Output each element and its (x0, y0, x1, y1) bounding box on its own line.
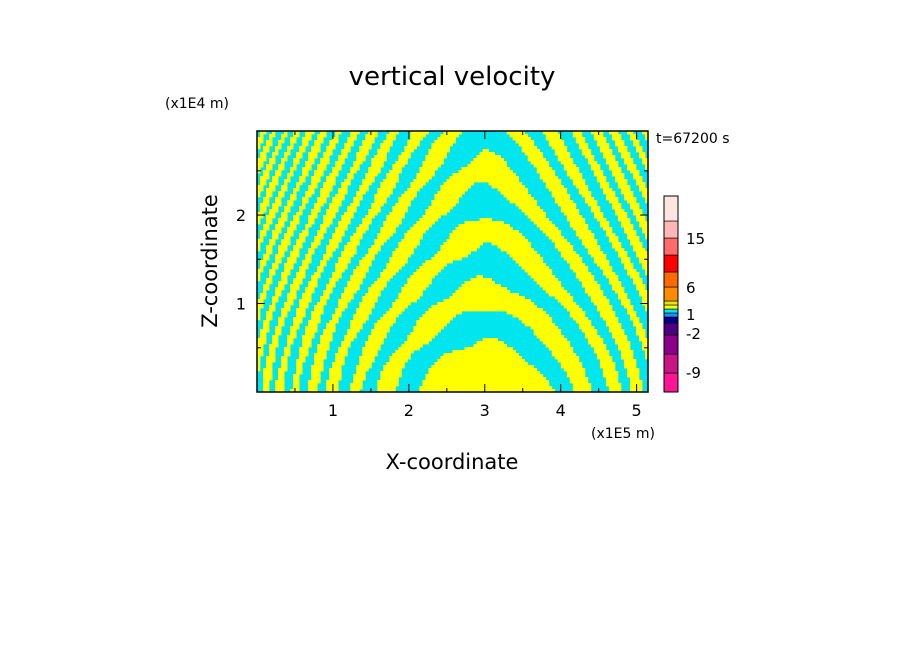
color-legend-box (663, 316, 679, 324)
color-legend-box (663, 304, 679, 310)
legend-label: 1 (686, 306, 696, 324)
color-legend-box (663, 322, 679, 336)
color-legend-box (663, 372, 679, 393)
legend-label: 15 (686, 230, 705, 248)
velocity-field (257, 131, 648, 392)
color-legend-box (663, 220, 679, 239)
x-tick-labels: 1 2 3 4 5 (328, 401, 642, 420)
y-tick-label: 2 (236, 206, 246, 225)
color-legend-box (663, 271, 679, 288)
x-tick-label: 1 (328, 401, 338, 420)
legend-label: 6 (686, 279, 696, 297)
y-tick-labels: 1 2 (236, 206, 246, 313)
color-legend-box (663, 195, 679, 222)
color-legend-boxes (663, 195, 679, 393)
color-legend-box (663, 312, 679, 318)
axis-ticks (256, 131, 648, 393)
x-tick-label: 2 (404, 401, 414, 420)
color-legend-box (663, 286, 679, 302)
time-label: t=67200 s (656, 131, 730, 147)
plot-area (256, 130, 649, 393)
color-legend-frame (663, 195, 679, 393)
color-legend-box (663, 334, 679, 355)
legend-label: -9 (686, 364, 701, 382)
x-tick-label: 4 (556, 401, 566, 420)
positive-velocity-region (257, 131, 648, 392)
color-legend-box (663, 254, 679, 273)
y-tick-label: 1 (236, 295, 246, 314)
color-legend-box (663, 237, 679, 256)
x-tick-label: 3 (480, 401, 490, 420)
x-tick-label: 5 (632, 401, 642, 420)
chart-title: vertical velocity (349, 62, 556, 92)
color-legend-box (663, 300, 679, 306)
color-legend-box (663, 353, 679, 374)
y-axis-label: Z-coordinate (198, 194, 222, 328)
color-legend: 15 6 1 -2 -9 (663, 195, 705, 393)
x-axis-label: X-coordinate (386, 450, 519, 474)
color-legend-box (663, 308, 679, 314)
legend-label: -2 (686, 325, 701, 343)
plot-frame (256, 130, 649, 393)
y-scale-label: (x1E4 m) (165, 96, 229, 112)
x-scale-label: (x1E5 m) (591, 426, 655, 442)
